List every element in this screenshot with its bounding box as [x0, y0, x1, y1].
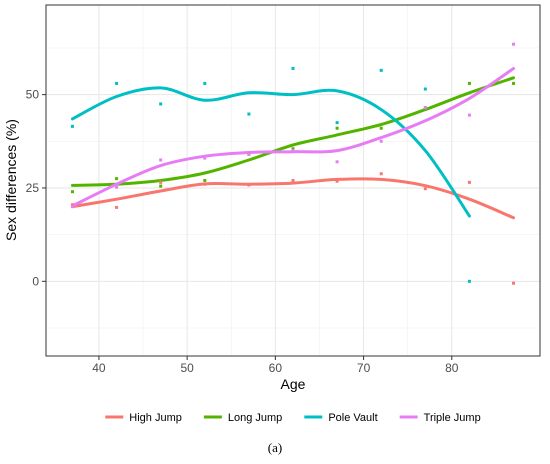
data-point-high-jump — [467, 180, 471, 184]
data-point-pole-vault — [291, 66, 295, 70]
legend-label-pole-vault: Pole Vault — [328, 412, 377, 424]
x-tick-label: 80 — [445, 361, 459, 375]
data-point-triple-jump — [115, 185, 119, 189]
trend-line-long-jump — [71, 76, 515, 187]
data-point-pole-vault — [379, 68, 383, 72]
x-tick-label: 50 — [180, 361, 194, 375]
data-point-triple-jump — [70, 205, 74, 209]
data-point-high-jump — [159, 180, 163, 184]
data-point-triple-jump — [467, 113, 471, 117]
x-tick-label: 40 — [92, 361, 106, 375]
data-point-triple-jump — [335, 160, 339, 164]
trend-line-high-jump — [71, 177, 515, 220]
data-point-high-jump — [423, 187, 427, 191]
grid-layer — [46, 5, 540, 356]
data-point-long-jump — [159, 184, 163, 188]
data-point-triple-jump — [423, 106, 427, 110]
data-point-pole-vault — [159, 102, 163, 106]
data-point-pole-vault — [247, 112, 251, 116]
data-point-long-jump — [203, 179, 207, 182]
data-point-high-jump — [247, 183, 251, 187]
data-point-high-jump — [115, 205, 119, 209]
data-point-pole-vault — [335, 121, 339, 125]
data-point-triple-jump — [512, 42, 516, 46]
data-point-pole-vault — [203, 81, 207, 85]
x-axis-title: Age — [281, 376, 306, 392]
figure-caption: (a) — [267, 440, 283, 455]
data-point-long-jump — [512, 81, 516, 85]
points-layer — [70, 42, 516, 285]
ticks-layer: 40 50 60 70 80 0 25 50 — [26, 88, 459, 375]
data-point-triple-jump — [159, 158, 163, 162]
data-point-long-jump — [70, 190, 74, 194]
y-tick-label: 25 — [26, 181, 40, 195]
data-point-triple-jump — [291, 149, 295, 153]
legend-label-triple-jump: Triple Jump — [424, 412, 481, 424]
data-point-long-jump — [335, 126, 339, 130]
data-point-high-jump — [291, 179, 295, 182]
data-point-pole-vault — [467, 279, 471, 283]
x-tick-label: 60 — [269, 361, 283, 375]
plot-border — [45, 4, 541, 357]
data-point-high-jump — [512, 281, 516, 285]
trend-line-pole-vault — [71, 86, 471, 218]
y-axis-title: Sex differences (%) — [3, 119, 19, 241]
x-tick-label: 70 — [357, 361, 371, 375]
legend: High Jump Long Jump Pole Vault Triple Jump — [105, 412, 481, 424]
data-point-long-jump — [379, 126, 383, 130]
legend-label-high-jump: High Jump — [129, 412, 182, 424]
data-point-high-jump — [379, 172, 383, 176]
data-point-long-jump — [467, 81, 471, 85]
data-point-pole-vault — [423, 87, 427, 91]
data-point-pole-vault — [115, 81, 119, 85]
data-point-high-jump — [203, 182, 207, 186]
data-point-high-jump — [70, 203, 74, 207]
y-tick-label: 0 — [32, 274, 39, 288]
data-point-long-jump — [115, 177, 119, 181]
data-point-long-jump — [291, 147, 295, 151]
data-point-triple-jump — [247, 152, 251, 156]
data-point-high-jump — [335, 179, 339, 183]
data-point-triple-jump — [203, 156, 207, 160]
y-tick-label: 50 — [26, 88, 40, 102]
legend-label-long-jump: Long Jump — [228, 412, 282, 424]
data-point-triple-jump — [379, 139, 383, 143]
data-point-pole-vault — [70, 124, 74, 128]
